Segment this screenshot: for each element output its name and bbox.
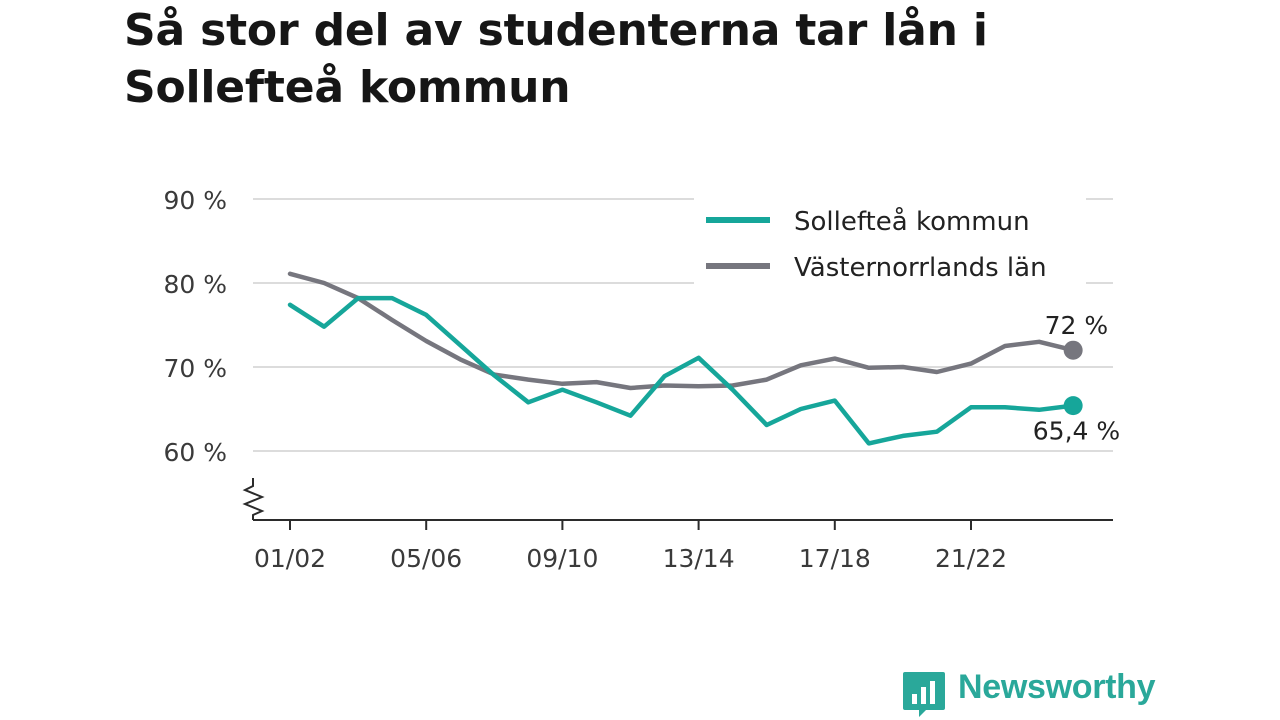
series-lines: 72 % 65,4 %: [287, 271, 1120, 446]
end-value-label: 72 %: [1045, 311, 1109, 340]
end-value-label: 65,4 %: [1033, 417, 1120, 446]
x-tick-label: 05/06: [390, 544, 462, 573]
y-tick-label: 90 %: [163, 186, 227, 215]
axes: [242, 478, 1113, 521]
legend-background: [694, 193, 1086, 285]
x-tick-label: 09/10: [526, 544, 598, 573]
x-tick-label: 01/02: [254, 544, 326, 573]
y-tick-label: 70 %: [163, 354, 227, 383]
y-axis-break-icon: [242, 478, 265, 520]
y-axis-ticks: 60 % 70 % 80 % 90 %: [163, 186, 227, 467]
x-tick-label: 13/14: [663, 544, 735, 573]
legend-label: Sollefteå kommun: [794, 206, 1030, 237]
legend: Sollefteå kommun Västernorrlands län: [694, 193, 1086, 285]
chart-title: Så stor del av studenterna tar lån i Sol…: [124, 5, 988, 113]
series-end-point: [1063, 396, 1083, 416]
series-end-point: [1063, 340, 1083, 360]
legend-label: Västernorrlands län: [794, 253, 1047, 283]
y-tick-label: 80 %: [163, 270, 227, 299]
brand-name: Newsworthy: [958, 668, 1156, 706]
series-line: [287, 271, 1076, 391]
x-tick-label: 21/22: [935, 544, 1007, 573]
newsworthy-logo-icon: [903, 672, 945, 717]
x-axis-ticks: 01/02 05/06 09/10 13/14 17/18 21/22: [254, 520, 1007, 573]
series-line: [287, 295, 1076, 446]
x-tick-label: 17/18: [799, 544, 871, 573]
y-tick-label: 60 %: [163, 438, 227, 467]
